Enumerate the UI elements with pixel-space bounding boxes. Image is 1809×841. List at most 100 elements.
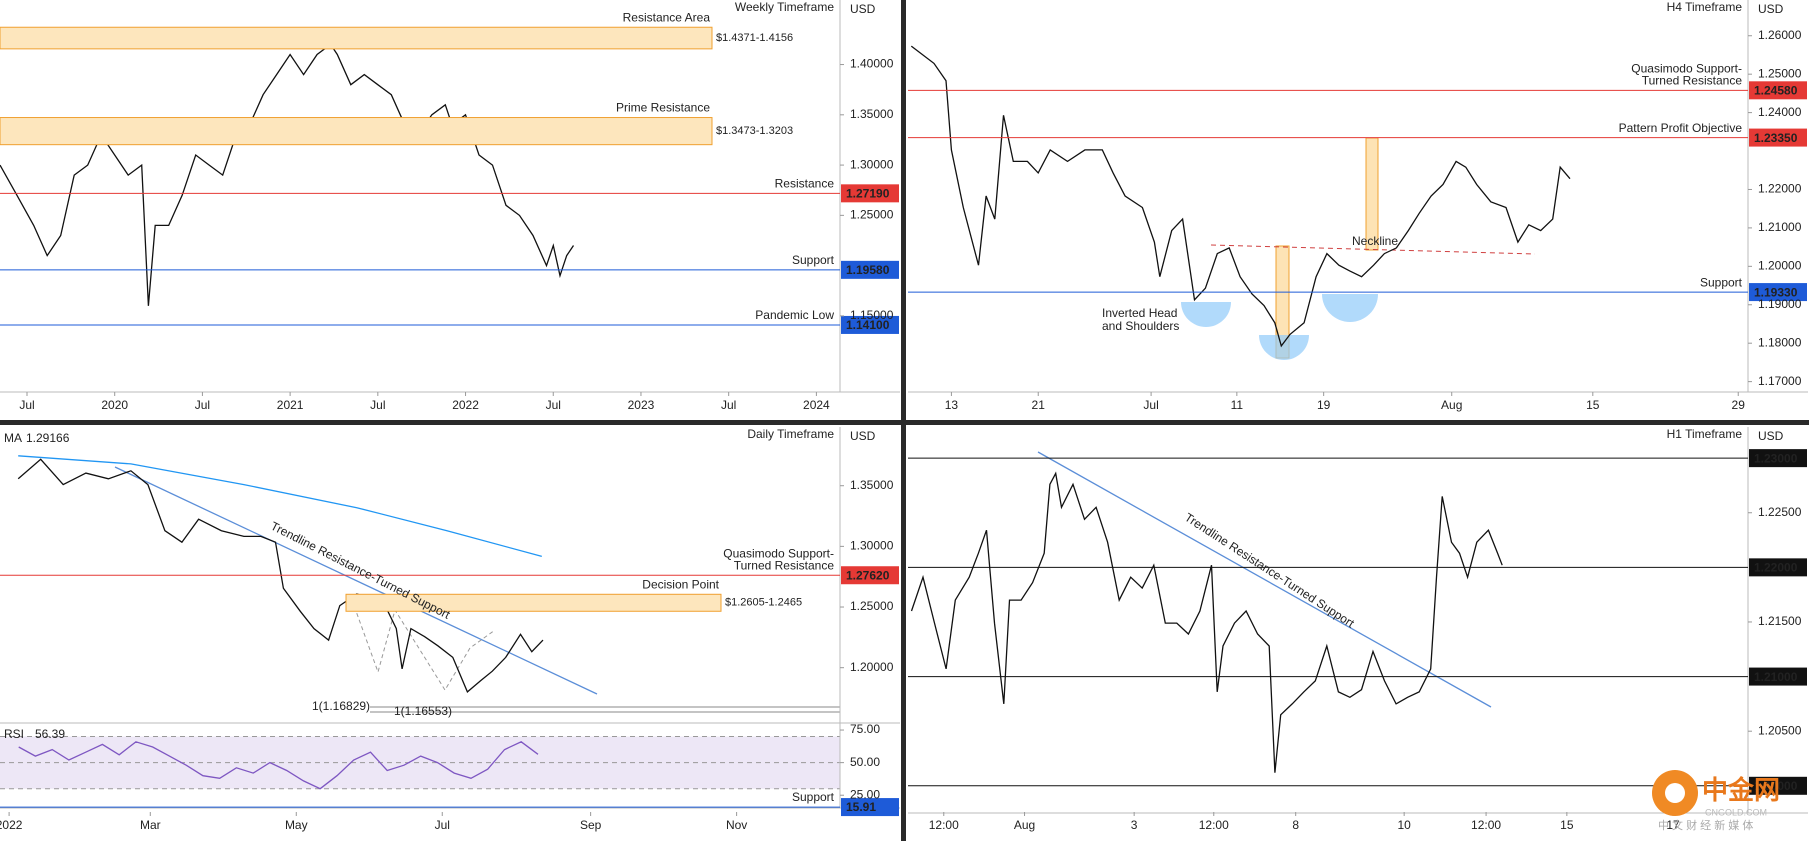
x-tick-label: 12:00 <box>929 818 959 832</box>
x-tick-label: 10 <box>1397 818 1411 832</box>
watermark: 中金网 CNGOLD.COM 中 文 财 经 新 媒 体 <box>1652 770 1780 832</box>
level-value-box <box>841 184 899 203</box>
price-line <box>18 455 542 558</box>
price-line <box>18 741 539 790</box>
level-value-box <box>1749 449 1807 468</box>
y-tick-label: 1.35000 <box>850 478 894 492</box>
level-value-box <box>1749 558 1807 577</box>
x-tick-label: 2022 <box>452 398 479 412</box>
x-tick-label: 2020 <box>101 398 128 412</box>
level-value: 1.20000 <box>1754 779 1798 793</box>
x-tick-label: May <box>285 818 308 832</box>
logo-site: CNGOLD.COM <box>1705 807 1767 817</box>
level-value: 15.91 <box>846 800 876 814</box>
level-label: Support <box>792 253 835 267</box>
y-tick-label: 1.18000 <box>1758 335 1802 349</box>
y-tick-label: 50.00 <box>850 755 880 769</box>
annotation: 1(1.16553) <box>394 704 452 718</box>
y-tick-label: 1.25000 <box>1758 66 1802 80</box>
level-value: 1.19580 <box>846 263 890 277</box>
drawings <box>114 137 1536 713</box>
currency: USD <box>1758 429 1784 443</box>
level-value-box <box>1749 776 1807 795</box>
level-label: Support <box>1700 275 1743 289</box>
y-tick-label: 1.22000 <box>1758 182 1802 196</box>
logo-name: 中金网 <box>1702 775 1780 805</box>
y-tick-label: 1.24000 <box>1758 105 1802 119</box>
annotation: and Shoulders <box>1102 319 1179 333</box>
x-tick-label: Jul <box>195 398 210 412</box>
divider-horizontal <box>0 420 1809 425</box>
level-label: Pandemic Low <box>755 308 834 322</box>
zone-label: Prime Resistance <box>616 101 710 115</box>
level-label: Quasimodo Support- <box>1631 61 1742 75</box>
zone <box>0 26 713 50</box>
zone-range: $1.2605-1.2465 <box>725 597 802 609</box>
level-value: 1.14100 <box>846 318 890 332</box>
zone <box>0 117 713 146</box>
zone-label: Resistance Area <box>623 10 711 24</box>
legend-value: 56.39 <box>35 727 65 741</box>
level-value: 1.23350 <box>1754 131 1798 145</box>
level-value-box <box>1749 128 1807 147</box>
y-tick-label: 1.15000 <box>850 308 894 322</box>
level-value: 1.19330 <box>1754 285 1798 299</box>
level-label: Resistance <box>775 177 835 191</box>
x-tick-label: 2024 <box>803 398 830 412</box>
plot <box>0 736 840 790</box>
legend-name: RSI <box>4 727 24 741</box>
x-tick-label: Jul <box>435 818 450 832</box>
x-tick-label: 21 <box>1032 398 1046 412</box>
x-tick-label: 12:00 <box>1199 818 1229 832</box>
shoulder <box>1181 302 1231 327</box>
level-label: Support <box>792 790 835 804</box>
y-tick-label: 1.30000 <box>850 157 894 171</box>
y-tick-label: 1.20000 <box>1758 259 1802 273</box>
y-tick-label: 1.21500 <box>1758 614 1802 628</box>
x-tick-label: Aug <box>1014 818 1035 832</box>
level-label: Pattern Profit Objective <box>1619 121 1743 135</box>
y-tick-label: 1.25000 <box>850 599 894 613</box>
shoulder <box>1322 294 1378 322</box>
x-tick-label: 3 <box>1131 818 1138 832</box>
harmonic-pattern <box>351 599 496 691</box>
level-value: 1.24580 <box>1754 83 1798 97</box>
x-tick-label: Nov <box>726 818 747 832</box>
y-tick-label: 1.17000 <box>1758 374 1802 388</box>
panel-title: H4 Timeframe <box>1667 0 1743 14</box>
level-label: Quasimodo Support- <box>723 546 834 560</box>
y-tick-label: 1.30000 <box>850 539 894 553</box>
x-tick-label: Jul <box>546 398 561 412</box>
panel-title: Daily Timeframe <box>747 427 834 441</box>
panel-title: Weekly Timeframe <box>735 0 834 14</box>
y-tick-label: 25.00 <box>850 787 880 801</box>
head <box>1259 335 1309 360</box>
price-line <box>910 471 1503 773</box>
y-tick-label: 1.25000 <box>850 208 894 222</box>
y-tick-label: 1.40000 <box>850 57 894 71</box>
trendline <box>114 466 598 695</box>
y-tick-label: 1.26000 <box>1758 28 1802 42</box>
x-tick-label: Jul <box>370 398 385 412</box>
logo <box>1665 783 1685 803</box>
logo-tagline: 中 文 财 经 新 媒 体 <box>1658 818 1753 832</box>
level-value-box <box>841 566 899 585</box>
y-tick-label: 1.19000 <box>1758 297 1802 311</box>
level-value-box <box>1749 81 1807 100</box>
x-tick-label: Aug <box>1441 398 1462 412</box>
x-tick-label: Jul <box>19 398 34 412</box>
annotation: 1(1.16829) <box>312 699 370 713</box>
level-value: 1.23000 <box>1754 451 1798 465</box>
x-tick-label: Jul <box>721 398 736 412</box>
level-value: 1.22000 <box>1754 561 1798 575</box>
level-label: Turned Resistance <box>1642 73 1743 87</box>
trendline <box>1037 451 1492 708</box>
zone-label: Decision Point <box>642 577 719 591</box>
level-value-box <box>1749 283 1807 302</box>
level-value: 1.27620 <box>846 568 890 582</box>
price-line <box>0 43 575 306</box>
zone <box>345 593 722 612</box>
level-label: Turned Resistance <box>734 558 835 572</box>
x-tick-label: Jul <box>1143 398 1158 412</box>
